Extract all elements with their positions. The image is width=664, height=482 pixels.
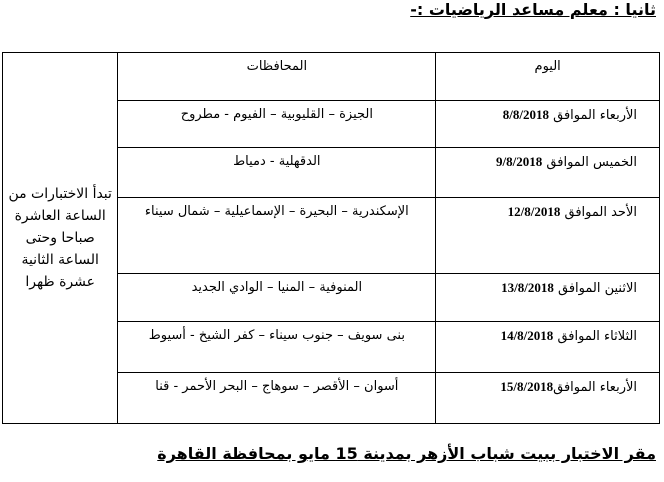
schedule-table: اليوم المحافظات تبدأ الاختبارات من الساع… — [1, 52, 660, 424]
date: 15/8/2018 — [500, 379, 554, 394]
day-cell: الأربعاء الموافق15/8/2018 — [435, 372, 660, 424]
date: 14/8/2018 — [500, 328, 554, 343]
day-name: الأربعاء الموافق — [553, 108, 637, 123]
day-cell: الخميس الموافق 9/8/2018 — [435, 147, 660, 198]
table-row: الخميس الموافق 9/8/2018 الدقهلية - دمياط — [3, 147, 660, 198]
governorates-cell: المنوفية – المنيا – الوادي الجديد — [117, 273, 437, 322]
exam-location: مقر الاختبار ببيت شباب الأزهر بمدينة 15 … — [157, 444, 656, 463]
day-name: الأربعاء الموافق — [553, 380, 637, 395]
time-note: تبدأ الاختبارات من الساعة العاشرة صباحا … — [1, 52, 119, 424]
header-day: اليوم — [435, 52, 660, 101]
table-row: الأربعاء الموافق15/8/2018 أسوان – الأقصر… — [3, 372, 660, 424]
day-name: الاثنين الموافق — [558, 281, 637, 296]
table-row: الثلاثاء الموافق 14/8/2018 بنى سويف – جن… — [3, 321, 660, 373]
date: 13/8/2018 — [501, 280, 554, 295]
governorates-cell: أسوان – الأقصر – سوهاج – البحر الأحمر - … — [117, 372, 437, 424]
governorates-cell: الدقهلية - دمياط — [117, 147, 437, 198]
date: 12/8/2018 — [507, 204, 561, 219]
governorates-cell: الجيزة – القليوبية – الفيوم - مطروح — [117, 100, 437, 148]
day-cell: الثلاثاء الموافق 14/8/2018 — [435, 321, 660, 373]
governorates-cell: بنى سويف – جنوب سيناء – كفر الشيخ - أسيو… — [117, 321, 437, 373]
section-title: ثانيا : معلم مساعد الرياضيات :- — [410, 0, 656, 19]
date: 9/8/2018 — [496, 154, 543, 169]
day-name: الأحد الموافق — [564, 205, 638, 220]
day-name: الخميس الموافق — [546, 155, 637, 170]
day-cell: الاثنين الموافق 13/8/2018 — [435, 273, 660, 322]
day-cell: الأربعاء الموافق 8/8/2018 — [435, 100, 660, 148]
day-cell: الأحد الموافق 12/8/2018 — [435, 197, 660, 274]
date: 8/8/2018 — [502, 107, 549, 122]
table-row: الأربعاء الموافق 8/8/2018 الجيزة – القلي… — [3, 100, 660, 148]
table-row: الأحد الموافق 12/8/2018 الإسكندرية – الب… — [3, 197, 660, 274]
day-name: الثلاثاء الموافق — [557, 329, 637, 344]
header-governorates: المحافظات — [117, 52, 437, 101]
table-header-row: اليوم المحافظات تبدأ الاختبارات من الساع… — [1, 52, 660, 424]
governorates-cell: الإسكندرية – البحيرة – الإسماعيلية – شما… — [117, 197, 437, 274]
